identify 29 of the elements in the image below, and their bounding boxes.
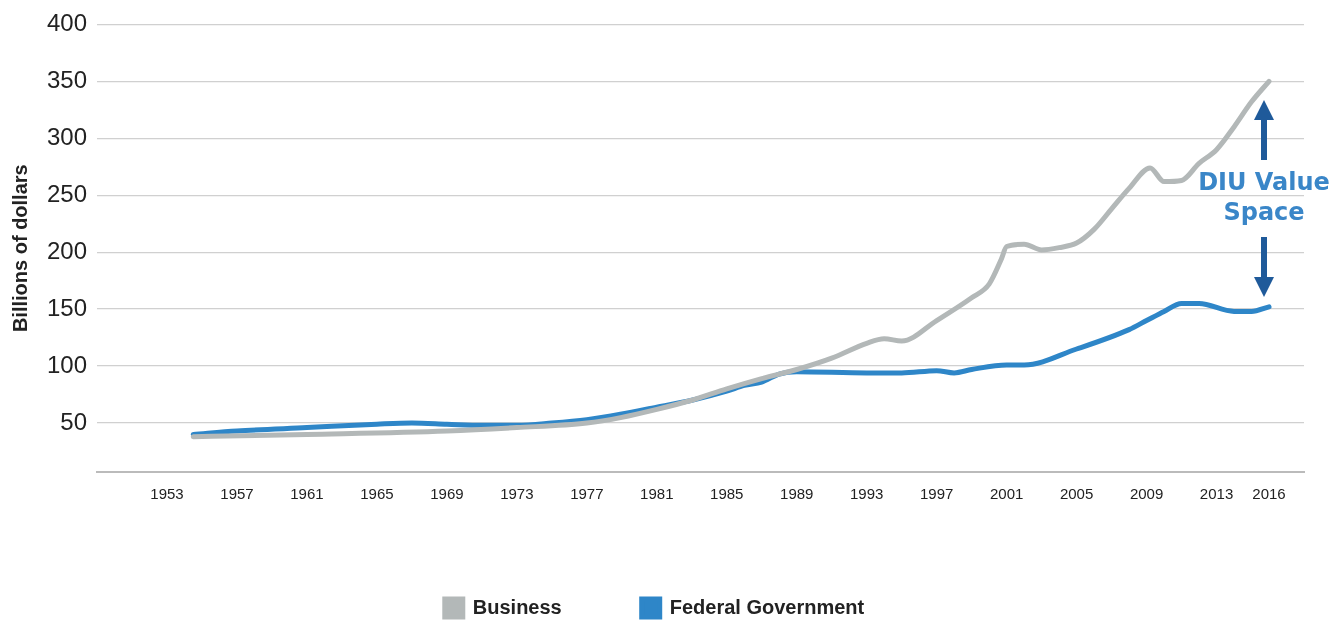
x-tick-label: 2013 <box>1199 485 1234 503</box>
y-tick-label: 250 <box>47 179 88 207</box>
y-tick-label: 200 <box>47 236 88 264</box>
y-tick-label: 300 <box>47 122 88 150</box>
y-tick-label: 150 <box>47 293 88 321</box>
y-tick-label: 400 <box>47 9 88 37</box>
x-tick-label: 2016 <box>1252 485 1286 503</box>
y-tick-label: 350 <box>47 65 88 93</box>
legend-label: Federal Government <box>669 595 865 618</box>
x-tick-label: 1969 <box>430 485 464 503</box>
x-tick-label: 1961 <box>290 485 324 503</box>
x-tick-label: 2005 <box>1059 485 1094 503</box>
y-tick-label: 100 <box>47 350 88 378</box>
y-axis-title: Billions of dollars <box>8 164 31 333</box>
legend-label: Business <box>472 595 562 618</box>
x-tick-label: 1997 <box>919 485 954 503</box>
x-tick-label: 1957 <box>220 485 254 503</box>
x-tick-label: 1989 <box>780 485 814 503</box>
x-tick-label: 1981 <box>640 485 674 503</box>
x-tick-label: 1977 <box>570 485 604 503</box>
annotation: DIU Value Space <box>1198 168 1330 227</box>
x-tick-label: 1993 <box>850 485 884 503</box>
x-tick-label: 1985 <box>710 485 744 503</box>
x-tick-label: 1973 <box>500 485 534 503</box>
x-tick-label: 2001 <box>989 485 1024 503</box>
x-tick-label: 1953 <box>150 485 184 503</box>
x-tick-label: 1965 <box>360 485 394 503</box>
y-tick-label: 50 <box>60 407 88 435</box>
x-tick-label: 2009 <box>1129 485 1164 503</box>
